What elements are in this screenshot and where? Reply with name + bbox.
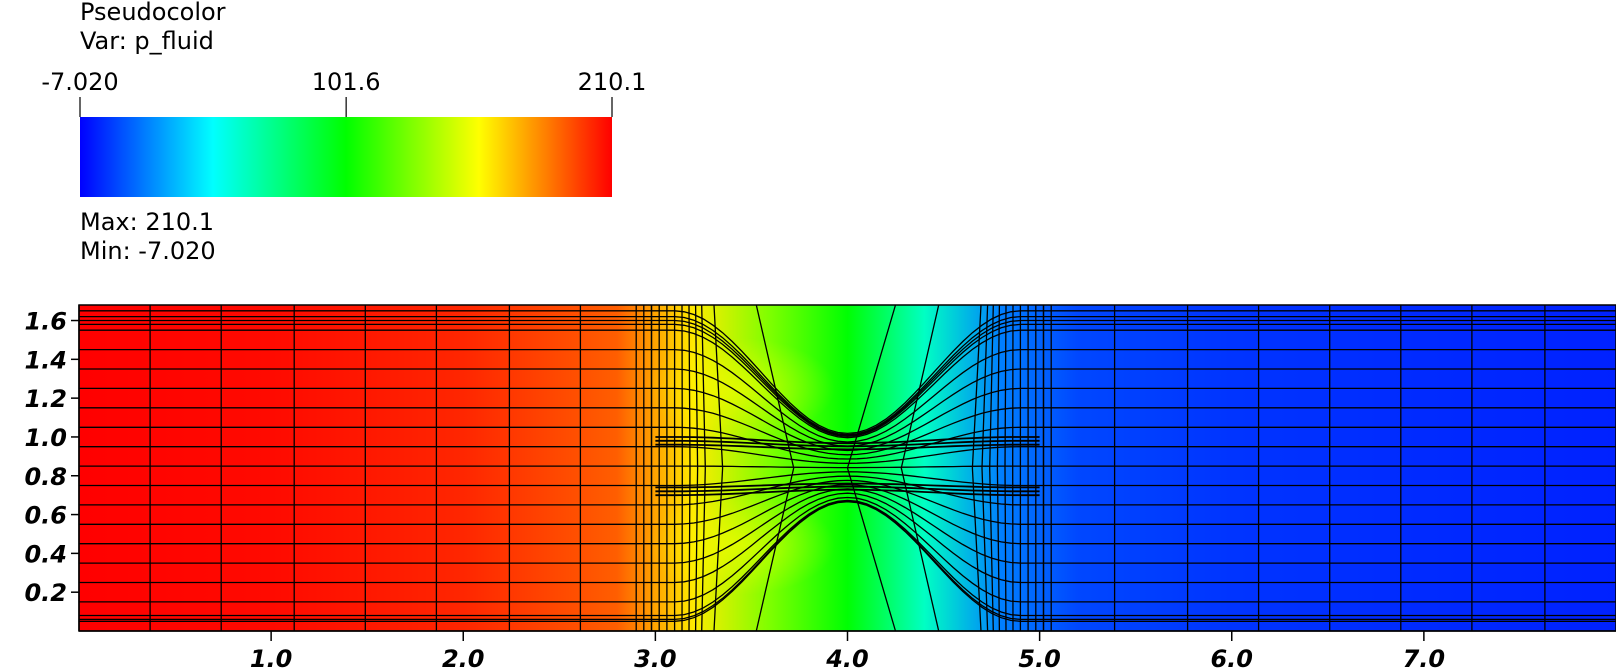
- legend-tick-label: 101.6: [312, 68, 381, 96]
- mesh-line-horizontal: [79, 315, 1616, 436]
- legend-min: Min: -7.020: [80, 237, 216, 265]
- legend-ticks: -7.020 101.6 210.1: [41, 68, 646, 117]
- mesh-line-vertical: [989, 305, 994, 631]
- mesh-line-dense: [655, 482, 1040, 489]
- x-axis: 1.0 2.0 3.0 4.0 5.0 6.0 7.0: [79, 630, 1616, 672]
- mesh-line-vertical: [701, 305, 706, 631]
- mesh-line-vertical: [981, 305, 989, 631]
- mesh-line-dense: [655, 436, 1040, 445]
- legend-tick-label: 210.1: [578, 68, 647, 96]
- legend-max: Max: 210.1: [80, 208, 214, 236]
- mesh-line-horizontal: [79, 329, 1616, 439]
- mesh-line-dense: [655, 488, 1040, 497]
- y-tick-label: 0.4: [24, 540, 67, 568]
- mesh-line-horizontal: [79, 348, 1616, 443]
- y-tick-label: 0.2: [24, 579, 67, 607]
- field-area: [78, 304, 1616, 632]
- mesh-line-vertical: [755, 305, 795, 631]
- x-tick-label: 4.0: [825, 645, 869, 672]
- mesh-line-horizontal: [79, 500, 1616, 621]
- mesh-line-horizontal: [79, 483, 1616, 545]
- mesh-line-vertical: [1004, 305, 1007, 631]
- mesh-line-dense: [655, 485, 1040, 493]
- legend-tick-label: -7.020: [41, 68, 118, 96]
- mesh-line-horizontal: [79, 496, 1616, 603]
- y-tick-label: 1.0: [24, 424, 67, 452]
- mesh-line-horizontal: [79, 310, 1616, 435]
- legend-variable: Var: p_fluid: [80, 27, 214, 55]
- mesh-line-vertical: [713, 305, 724, 631]
- x-axis-ticks: 1.0 2.0 3.0 4.0 5.0 6.0 7.0: [250, 631, 1445, 672]
- mesh-line-horizontal: [79, 492, 1616, 584]
- mesh-line-horizontal: [79, 387, 1616, 452]
- x-tick-label: 2.0: [442, 645, 485, 672]
- mesh-line-dense: [655, 439, 1040, 448]
- x-tick-label: 5.0: [1018, 645, 1061, 672]
- mesh-line-vertical: [846, 305, 897, 631]
- mesh-line-horizontal: [79, 471, 1616, 487]
- throat-glow-upper: [645, 338, 835, 438]
- throat-highlight: [645, 338, 835, 595]
- colorbar-legend: Pseudocolor Var: p_fluid -7.020 101.6 210.…: [41, 0, 646, 265]
- mesh-line-horizontal: [79, 319, 1616, 437]
- x-tick-label: 1.0: [250, 645, 293, 672]
- x-tick-label: 6.0: [1210, 645, 1253, 672]
- x-tick-label: 3.0: [634, 645, 677, 672]
- mesh-line-horizontal: [79, 475, 1616, 506]
- legend-title: Pseudocolor: [80, 0, 226, 26]
- y-axis-ticks: 0.2 0.4 0.6 0.8 1.0 1.2 1.4 1.6: [24, 308, 79, 607]
- y-tick-label: 1.2: [24, 385, 67, 413]
- y-tick-label: 0.6: [24, 502, 67, 530]
- y-tick-label: 0.8: [24, 463, 67, 491]
- mesh-line-horizontal: [79, 407, 1616, 456]
- mesh-line-horizontal: [79, 479, 1616, 525]
- colorbar: [80, 117, 612, 197]
- mesh-line-horizontal: [79, 499, 1616, 617]
- mesh-line-vertical: [688, 305, 691, 631]
- mesh-line-vertical: [996, 305, 1001, 631]
- mesh-line-vertical: [900, 305, 940, 631]
- y-tick-label: 1.4: [24, 346, 67, 374]
- throat-glow-lower: [645, 495, 835, 595]
- mesh-line-horizontal: [79, 426, 1616, 460]
- y-axis: 0.2 0.4 0.6 0.8 1.0 1.2 1.4 1.6: [24, 305, 80, 631]
- mesh-overlay: [79, 305, 1616, 631]
- mesh-line-dense: [655, 443, 1040, 451]
- x-tick-label: 7.0: [1403, 645, 1446, 672]
- mesh-line-horizontal: [79, 323, 1616, 438]
- mesh-line-horizontal: [79, 446, 1616, 464]
- mesh-line-vertical: [694, 305, 699, 631]
- mesh-line-vertical: [971, 305, 982, 631]
- y-tick-label: 1.6: [24, 308, 67, 336]
